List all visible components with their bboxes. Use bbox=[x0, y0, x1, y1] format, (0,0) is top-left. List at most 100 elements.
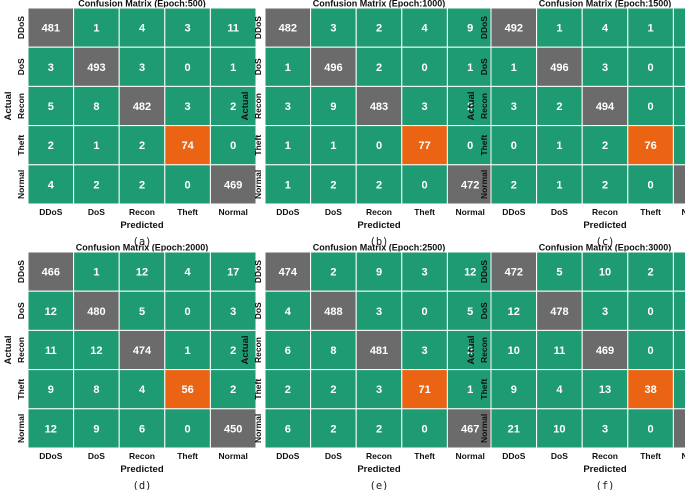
chart0-cell-label-2-3: 3 bbox=[185, 101, 191, 113]
chart3-cell-4-2 bbox=[118, 408, 166, 449]
chart2-cell-4-4 bbox=[672, 164, 685, 205]
chart0-cell-4-0 bbox=[27, 164, 75, 205]
chart1-cell-label-4-0: 1 bbox=[285, 179, 291, 191]
chart4-ytick-2: Recon bbox=[253, 337, 263, 363]
chart4-cell-4-1 bbox=[310, 408, 357, 449]
chart2-cell-label-4-1: 1 bbox=[556, 179, 562, 191]
chart0-ylabel: Actual bbox=[3, 91, 14, 120]
chart4-cell-label-2-3: 3 bbox=[422, 345, 428, 357]
chart5-xlabel: Predicted bbox=[583, 464, 626, 475]
chart0-cell-4-1 bbox=[73, 164, 120, 205]
chart5-xtick-3: Theft bbox=[640, 451, 661, 461]
chart0-cell-label-2-4: 2 bbox=[230, 101, 236, 113]
chart5-xtick-4: Normal bbox=[682, 451, 685, 461]
chart1-cell-4-4 bbox=[446, 164, 494, 205]
chart3-cell-4-3 bbox=[164, 408, 211, 449]
chart1-cell-2-0 bbox=[264, 85, 312, 127]
chart3-cell-label-4-0: 12 bbox=[45, 423, 57, 435]
chart3-cell-0-1 bbox=[73, 251, 120, 292]
chart0-cell-label-0-0: 481 bbox=[42, 23, 60, 35]
chart5-xtick-1: DoS bbox=[551, 451, 568, 461]
chart1-xtick-3: Theft bbox=[414, 207, 435, 217]
chart4-cell-label-4-0: 6 bbox=[285, 423, 291, 435]
chart1-cell-1-3 bbox=[401, 46, 448, 87]
chart1-cell-4-2 bbox=[355, 164, 403, 205]
chart5-xtick-0: DDoS bbox=[502, 451, 525, 461]
chart4-cell-label-2-0: 6 bbox=[285, 345, 291, 357]
chart0-cell-2-1 bbox=[73, 85, 120, 127]
chart1-cell-label-1-0: 1 bbox=[285, 62, 291, 74]
chart3-title: Confusion Matrix (Epoch:2000) bbox=[76, 243, 209, 253]
chart3-cell-label-0-1: 1 bbox=[93, 267, 99, 279]
chart2-ylabel: Actual bbox=[466, 91, 477, 120]
chart1-caption: (b) bbox=[370, 236, 389, 248]
chart1-xlabel: Predicted bbox=[357, 220, 400, 231]
chart2-cell-label-3-0: 0 bbox=[511, 140, 517, 152]
chart2-xtick-4: Normal bbox=[682, 207, 685, 217]
chart1-xtick-2: Recon bbox=[366, 207, 392, 217]
chart0-cell-label-2-0: 5 bbox=[48, 101, 54, 113]
chart5-cell-3-2 bbox=[581, 369, 629, 410]
chart0-cell-label-4-0: 4 bbox=[48, 179, 55, 191]
chart2-xtick-3: Theft bbox=[640, 207, 661, 217]
chart1-cell-label-0-2: 2 bbox=[376, 23, 382, 35]
chart2-cell-0-4 bbox=[672, 7, 685, 48]
chart1-cell-1-0 bbox=[264, 46, 312, 87]
chart4-cell-label-2-1: 8 bbox=[330, 345, 336, 357]
chart1-cell-2-2 bbox=[355, 85, 403, 127]
chart3-cell-1-4 bbox=[209, 290, 257, 331]
chart5-cell-label-1-0: 12 bbox=[508, 306, 520, 318]
chart5-xtick-2: Recon bbox=[592, 451, 618, 461]
chart2-cell-label-3-3: 76 bbox=[644, 140, 656, 152]
chart0-cell-label-3-2: 2 bbox=[139, 140, 145, 152]
chart4-cell-3-0 bbox=[264, 369, 312, 410]
chart2-ytick-3: Theft bbox=[479, 135, 489, 156]
chart3-cell-4-4 bbox=[209, 408, 257, 449]
chart0-cell-label-1-4: 1 bbox=[230, 62, 236, 74]
chart3-ytick-2: Recon bbox=[16, 337, 26, 363]
chart1-cell-label-1-1: 496 bbox=[324, 62, 342, 74]
chart1-ytick-2: Recon bbox=[253, 93, 263, 119]
chart5-cell-label-4-0: 21 bbox=[508, 423, 520, 435]
chart0-xtick-2: Recon bbox=[129, 207, 155, 217]
chart1-cell-label-0-0: 482 bbox=[279, 23, 297, 35]
chart2-xtick-0: DDoS bbox=[502, 207, 525, 217]
chart1-cell-label-0-1: 3 bbox=[330, 23, 336, 35]
chart0-cell-label-3-0: 2 bbox=[48, 140, 54, 152]
chart4-cell-3-4 bbox=[446, 369, 494, 410]
chart1-cell-3-3 bbox=[401, 125, 448, 166]
chart5-cell-label-3-0: 9 bbox=[511, 384, 517, 396]
chart5-cell-0-2 bbox=[581, 251, 629, 292]
chart0-cell-label-0-3: 3 bbox=[185, 23, 191, 35]
chart4-xtick-0: DDoS bbox=[276, 451, 299, 461]
chart1-cell-2-1 bbox=[310, 85, 357, 127]
chart1-cell-label-3-4: 0 bbox=[467, 140, 473, 152]
chart3-cell-label-1-3: 0 bbox=[185, 306, 191, 318]
chart4-cell-label-1-3: 0 bbox=[422, 306, 428, 318]
chart1-ytick-0: DDoS bbox=[253, 16, 263, 39]
chart2-cell-label-0-0: 492 bbox=[505, 23, 523, 35]
chart5-ytick-4: Normal bbox=[479, 414, 489, 443]
chart0-ytick-3: Theft bbox=[16, 135, 26, 156]
chart5-cell-1-3 bbox=[627, 290, 674, 331]
chart0-caption: (a) bbox=[133, 236, 152, 248]
chart1-cell-label-1-3: 0 bbox=[422, 62, 428, 74]
chart0-cell-0-1 bbox=[73, 7, 120, 48]
chart1-cell-2-3 bbox=[401, 85, 448, 127]
chart0-xtick-0: DDoS bbox=[39, 207, 62, 217]
chart1-cell-label-4-1: 2 bbox=[330, 179, 336, 191]
chart1-cell-1-1 bbox=[310, 46, 357, 87]
chart1-ytick-1: DoS bbox=[253, 58, 263, 75]
chart0-cell-3-4 bbox=[209, 125, 257, 166]
chart5-cell-label-4-2: 3 bbox=[602, 423, 608, 435]
chart4-cell-label-0-1: 2 bbox=[330, 267, 336, 279]
chart4-cell-label-1-0: 4 bbox=[285, 306, 292, 318]
chart4-cell-label-4-3: 0 bbox=[422, 423, 428, 435]
chart5-cell-label-0-0: 472 bbox=[505, 267, 523, 279]
chart0-cell-label-4-4: 469 bbox=[224, 179, 242, 191]
chart3-ytick-1: DoS bbox=[16, 302, 26, 319]
chart5-cell-label-3-2: 13 bbox=[599, 384, 611, 396]
chart1-cell-label-3-1: 1 bbox=[330, 140, 336, 152]
chart5-cell-4-0 bbox=[490, 408, 538, 449]
